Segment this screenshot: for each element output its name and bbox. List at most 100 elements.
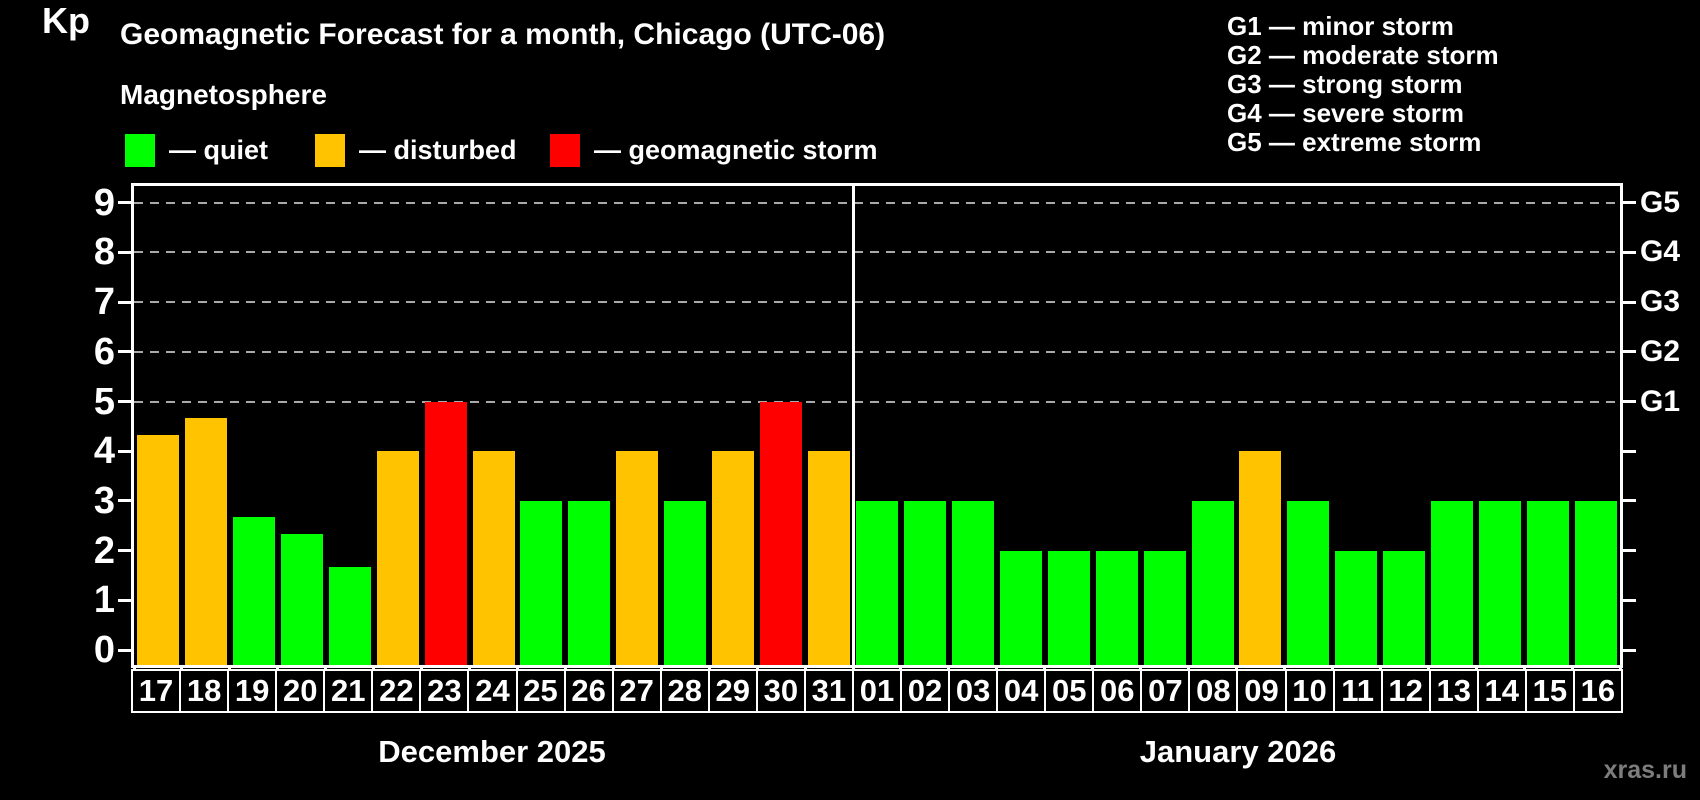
day-label-31: 31 bbox=[803, 669, 854, 713]
bar-december-25 bbox=[520, 500, 563, 665]
y-tick-right-5 bbox=[1623, 400, 1636, 403]
y-tick-left-2 bbox=[118, 549, 131, 553]
day-label-19: 19 bbox=[227, 669, 278, 713]
y-tick-label-5: 5 bbox=[93, 380, 115, 423]
y-tick-label-2: 2 bbox=[93, 529, 115, 572]
day-label-18: 18 bbox=[179, 669, 230, 713]
bar-december-26 bbox=[568, 500, 611, 665]
y-tick-right-4 bbox=[1623, 449, 1636, 453]
y-tick-right-8 bbox=[1623, 250, 1636, 254]
day-axis-row: 17 18 19 20 21 22 23 24 25 26 27 28 29 30 31 01 02 03 04 05… bbox=[131, 669, 1623, 713]
gridline-kp-6 bbox=[134, 350, 1620, 353]
y-axis-label-kp: Kp bbox=[42, 0, 90, 41]
y-tick-right-2 bbox=[1623, 549, 1636, 553]
y-tick-label-1: 1 bbox=[93, 579, 115, 622]
right-axis-label-g4: G4 bbox=[1640, 235, 1681, 269]
gridline-kp-5 bbox=[134, 400, 1620, 403]
bar-january-08 bbox=[1191, 500, 1234, 665]
bar-december-28 bbox=[664, 500, 707, 665]
day-label-07: 07 bbox=[1140, 669, 1191, 713]
bar-january-03 bbox=[951, 500, 994, 665]
chart-title: Geomagnetic Forecast for a month, Chicag… bbox=[120, 18, 886, 51]
g-legend-item-g3: G3 — strong storm bbox=[1227, 69, 1463, 99]
day-label-16: 16 bbox=[1572, 669, 1623, 713]
y-tick-label-3: 3 bbox=[93, 479, 115, 522]
watermark-xras: xras.ru bbox=[1603, 756, 1687, 784]
bar-december-31 bbox=[808, 451, 851, 665]
day-label-29: 29 bbox=[707, 669, 758, 713]
y-tick-right-6 bbox=[1623, 350, 1636, 354]
right-axis-label-g2: G2 bbox=[1640, 334, 1681, 368]
legend-item-disturbed: — disturbed bbox=[315, 132, 517, 168]
bar-december-27 bbox=[616, 451, 659, 665]
bar-december-21 bbox=[328, 567, 371, 665]
legend-label-disturbed: — disturbed bbox=[359, 134, 517, 165]
bar-january-14 bbox=[1479, 500, 1522, 665]
day-label-10: 10 bbox=[1284, 669, 1335, 713]
y-tick-left-8 bbox=[118, 250, 131, 254]
plot-area bbox=[118, 183, 1636, 676]
bar-december-17 bbox=[136, 434, 179, 665]
day-label-25: 25 bbox=[515, 669, 566, 713]
y-tick-label-0: 0 bbox=[93, 629, 115, 671]
day-label-01: 01 bbox=[851, 669, 902, 713]
y-tick-label-8: 8 bbox=[93, 231, 115, 274]
day-label-20: 20 bbox=[275, 669, 326, 713]
y-tick-left-4 bbox=[118, 449, 131, 453]
bar-january-07 bbox=[1143, 550, 1186, 665]
month-label-december-2025: December 2025 bbox=[378, 734, 606, 769]
day-label-24: 24 bbox=[467, 669, 518, 713]
bar-january-09 bbox=[1239, 451, 1282, 665]
day-label-02: 02 bbox=[900, 669, 951, 713]
y-tick-left-5 bbox=[118, 400, 131, 403]
day-label-30: 30 bbox=[755, 669, 806, 713]
legend-swatch-quiet-icon bbox=[125, 133, 155, 167]
day-label-17: 17 bbox=[131, 669, 182, 713]
day-label-08: 08 bbox=[1188, 669, 1239, 713]
gridline-kp-8 bbox=[134, 251, 1620, 254]
g-legend-item-g5: G5 — extreme storm bbox=[1227, 127, 1482, 157]
y-tick-right-7 bbox=[1623, 300, 1636, 304]
g-legend-item-g4: G4 — severe storm bbox=[1227, 98, 1465, 128]
y-tick-left-6 bbox=[118, 350, 131, 354]
legend-label-quiet: — quiet bbox=[169, 134, 268, 165]
legend-swatch-storm-icon bbox=[550, 133, 580, 167]
bar-january-01 bbox=[856, 500, 898, 665]
bar-december-23 bbox=[424, 401, 467, 665]
day-label-03: 03 bbox=[948, 669, 999, 713]
day-label-11: 11 bbox=[1332, 669, 1383, 713]
day-label-26: 26 bbox=[563, 669, 614, 713]
y-tick-label-4: 4 bbox=[93, 430, 115, 473]
bar-january-02 bbox=[903, 500, 946, 665]
day-label-06: 06 bbox=[1092, 669, 1143, 713]
day-label-23: 23 bbox=[419, 669, 470, 713]
bar-january-06 bbox=[1095, 550, 1138, 665]
legend-item-storm: — geomagnetic storm bbox=[550, 132, 878, 168]
bar-january-05 bbox=[1047, 550, 1090, 665]
bar-december-30 bbox=[760, 401, 803, 665]
bar-january-04 bbox=[999, 550, 1042, 665]
bar-january-10 bbox=[1287, 500, 1330, 665]
month-separator-line bbox=[851, 186, 855, 665]
y-tick-label-7: 7 bbox=[93, 281, 115, 324]
y-tick-right-9 bbox=[1623, 201, 1636, 205]
legend-item-quiet: — quiet bbox=[125, 132, 268, 168]
day-label-27: 27 bbox=[611, 669, 662, 713]
g-legend-item-g1: G1 — minor storm bbox=[1227, 11, 1454, 41]
month-label-january-2026: January 2026 bbox=[1139, 734, 1337, 769]
y-tick-label-9: 9 bbox=[93, 181, 115, 224]
day-label-15: 15 bbox=[1524, 669, 1575, 713]
right-axis-label-g5: G5 bbox=[1640, 185, 1681, 219]
bar-january-16 bbox=[1575, 500, 1618, 665]
bar-january-13 bbox=[1431, 500, 1474, 665]
gridline-kp-9 bbox=[134, 201, 1620, 204]
bar-january-15 bbox=[1527, 500, 1570, 665]
day-label-12: 12 bbox=[1380, 669, 1431, 713]
y-tick-right-1 bbox=[1623, 598, 1636, 602]
plot-inner bbox=[118, 186, 1636, 676]
day-label-05: 05 bbox=[1044, 669, 1095, 713]
bar-december-19 bbox=[232, 517, 275, 665]
y-tick-left-1 bbox=[118, 598, 131, 602]
day-label-04: 04 bbox=[996, 669, 1047, 713]
